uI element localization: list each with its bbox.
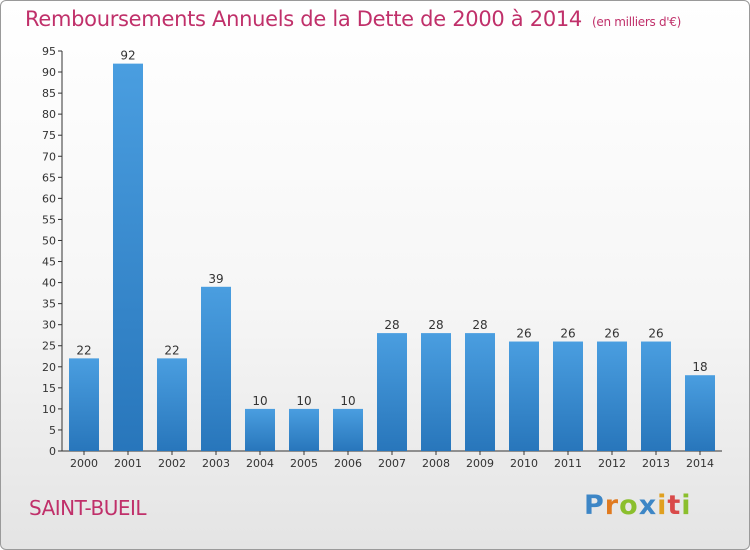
y-tick-label: 30 bbox=[42, 319, 56, 332]
bar bbox=[289, 408, 319, 451]
y-tick-label: 50 bbox=[42, 234, 56, 247]
bar-value-label: 26 bbox=[516, 327, 531, 341]
y-tick-label: 25 bbox=[42, 340, 56, 353]
x-tick-label: 2009 bbox=[466, 457, 494, 470]
x-tick-label: 2012 bbox=[598, 457, 626, 470]
bar bbox=[157, 358, 187, 451]
x-tick-label: 2003 bbox=[202, 457, 230, 470]
bar-value-label: 39 bbox=[208, 272, 223, 286]
bar-value-label: 26 bbox=[560, 327, 575, 341]
y-tick-label: 20 bbox=[42, 361, 56, 374]
y-tick-label: 40 bbox=[42, 277, 56, 290]
y-tick-label: 60 bbox=[42, 192, 56, 205]
bar-value-label: 92 bbox=[120, 49, 135, 63]
bar-value-label: 28 bbox=[428, 318, 443, 332]
bar-value-label: 26 bbox=[604, 327, 619, 341]
bar-value-label: 26 bbox=[648, 327, 663, 341]
commune-name: SAINT-BUEIL bbox=[29, 496, 147, 520]
x-tick-label: 2002 bbox=[158, 457, 186, 470]
bar bbox=[685, 375, 715, 451]
bar bbox=[641, 341, 671, 451]
logo-letter: i bbox=[681, 490, 692, 521]
bar-value-label: 18 bbox=[692, 360, 707, 374]
bar-value-label: 10 bbox=[340, 394, 355, 408]
y-tick-label: 65 bbox=[42, 171, 56, 184]
bar-value-label: 22 bbox=[76, 343, 91, 357]
bar bbox=[245, 408, 275, 451]
bar bbox=[333, 408, 363, 451]
y-tick-label: 90 bbox=[42, 66, 56, 79]
bar-value-label: 10 bbox=[252, 394, 267, 408]
logo-letter: i bbox=[657, 490, 668, 521]
bar-value-label: 28 bbox=[384, 318, 399, 332]
y-tick-label: 95 bbox=[42, 45, 56, 58]
x-tick-label: 2004 bbox=[246, 457, 274, 470]
x-tick-label: 2010 bbox=[510, 457, 538, 470]
y-tick-label: 15 bbox=[42, 382, 56, 395]
chart-unit: (en milliers d'€) bbox=[592, 15, 682, 29]
bar bbox=[201, 286, 231, 451]
logo-letter: o bbox=[619, 490, 639, 521]
y-tick-label: 75 bbox=[42, 129, 56, 142]
bar bbox=[465, 333, 495, 451]
proxiti-logo: Proxiti bbox=[584, 490, 692, 521]
x-tick-label: 2006 bbox=[334, 457, 362, 470]
bar bbox=[509, 341, 539, 451]
y-tick-label: 0 bbox=[49, 445, 56, 458]
bar-value-label: 10 bbox=[296, 394, 311, 408]
x-tick-label: 2013 bbox=[642, 457, 670, 470]
bar bbox=[377, 333, 407, 451]
bar bbox=[69, 358, 99, 451]
y-tick-label: 85 bbox=[42, 87, 56, 100]
bar-value-label: 22 bbox=[164, 343, 179, 357]
logo-letter: r bbox=[604, 490, 620, 521]
bar bbox=[113, 63, 143, 451]
y-tick-label: 35 bbox=[42, 298, 56, 311]
bar bbox=[597, 341, 627, 451]
logo-letter: x bbox=[638, 490, 658, 521]
x-tick-label: 2008 bbox=[422, 457, 450, 470]
logo-letter: P bbox=[584, 490, 605, 521]
y-tick-label: 70 bbox=[42, 150, 56, 163]
chart-title-text: Remboursements Annuels de la Dette de 20… bbox=[25, 7, 582, 31]
x-tick-label: 2005 bbox=[290, 457, 318, 470]
y-tick-label: 10 bbox=[42, 403, 56, 416]
x-tick-label: 2007 bbox=[378, 457, 406, 470]
bar bbox=[421, 333, 451, 451]
x-tick-label: 2014 bbox=[686, 457, 714, 470]
y-tick-label: 80 bbox=[42, 108, 56, 121]
bar-value-label: 28 bbox=[472, 318, 487, 332]
y-tick-label: 5 bbox=[49, 424, 56, 437]
x-tick-label: 2011 bbox=[554, 457, 582, 470]
logo-letter: t bbox=[667, 490, 682, 521]
bar bbox=[553, 341, 583, 451]
chart-title: Remboursements Annuels de la Dette de 20… bbox=[25, 7, 681, 31]
x-tick-label: 2001 bbox=[114, 457, 142, 470]
y-tick-label: 45 bbox=[42, 256, 56, 269]
x-tick-label: 2000 bbox=[70, 457, 98, 470]
y-tick-label: 55 bbox=[42, 213, 56, 226]
